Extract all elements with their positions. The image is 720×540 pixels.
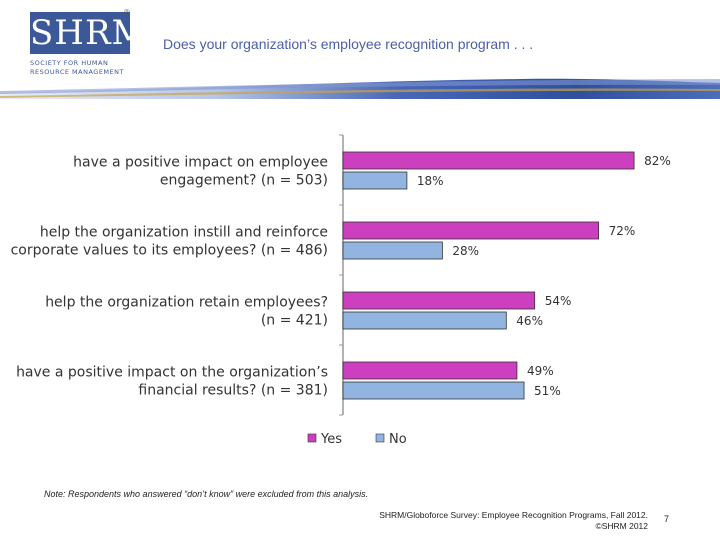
category-label: have a positive impact on the organizati… xyxy=(16,365,328,381)
page-number: 7 xyxy=(664,514,670,524)
data-label: 51% xyxy=(534,384,561,398)
source-citation: SHRM/Globoforce Survey: Employee Recogni… xyxy=(379,510,648,532)
bar-chart: have a positive impact on employee engage… xyxy=(11,134,671,447)
data-label: 46% xyxy=(516,314,543,328)
bar-yes xyxy=(342,291,536,310)
legend-label: No xyxy=(389,432,407,447)
category-label: help the organization retain employees? xyxy=(45,295,328,311)
data-label: 18% xyxy=(417,174,444,188)
header-decorative-band xyxy=(0,78,720,99)
logo-tagline-1: SOCIETY FOR HUMAN xyxy=(30,59,109,67)
copyright-line: ©SHRM 2012 xyxy=(595,521,648,531)
bar-no xyxy=(342,171,408,190)
category-label: have a positive impact on employee xyxy=(73,155,328,171)
data-label: 82% xyxy=(644,154,671,168)
logo-tagline-2: RESOURCE MANAGEMENT xyxy=(30,68,124,76)
data-label: 28% xyxy=(452,244,479,258)
bar-no xyxy=(342,241,443,260)
category-labels: have a positive impact on employee engage… xyxy=(11,155,328,399)
legend-swatch xyxy=(375,433,385,443)
category-label: (n = 421) xyxy=(261,313,328,329)
axis-ticks xyxy=(339,134,343,416)
bar-no xyxy=(342,311,507,330)
category-label: corporate values to its employees? (n = … xyxy=(11,243,328,259)
page-title: Does your organization’s employee recogn… xyxy=(163,36,534,52)
bar-yes xyxy=(342,221,600,240)
value-labels: 82% 18% 72% 28% 54%46% 49% 51% xyxy=(417,154,671,398)
data-label: 49% xyxy=(527,364,554,378)
shrm-logo: SHRM ® SOCIETY FOR HUMAN RESOURCE MANAGE… xyxy=(30,8,148,76)
source-line: SHRM/Globoforce Survey: Employee Recogni… xyxy=(379,510,648,520)
legend-label: Yes xyxy=(320,432,342,447)
data-label: 72% xyxy=(609,224,636,238)
footnote: Note: Respondents who answered “don’t kn… xyxy=(44,489,369,499)
logo-letters: SHRM xyxy=(30,12,148,54)
bar-yes xyxy=(342,361,518,380)
legend: Yes No xyxy=(307,432,407,447)
data-label: 54% xyxy=(545,294,572,308)
bars xyxy=(342,151,635,400)
bar-yes xyxy=(342,151,635,170)
category-label: financial results? (n = 381) xyxy=(138,383,328,399)
bar-no xyxy=(342,381,525,400)
category-label: help the organization instill and reinfo… xyxy=(40,225,328,241)
category-label: engagement? (n = 503) xyxy=(160,173,328,189)
legend-swatch xyxy=(307,433,317,443)
registered-mark: ® xyxy=(124,8,130,17)
